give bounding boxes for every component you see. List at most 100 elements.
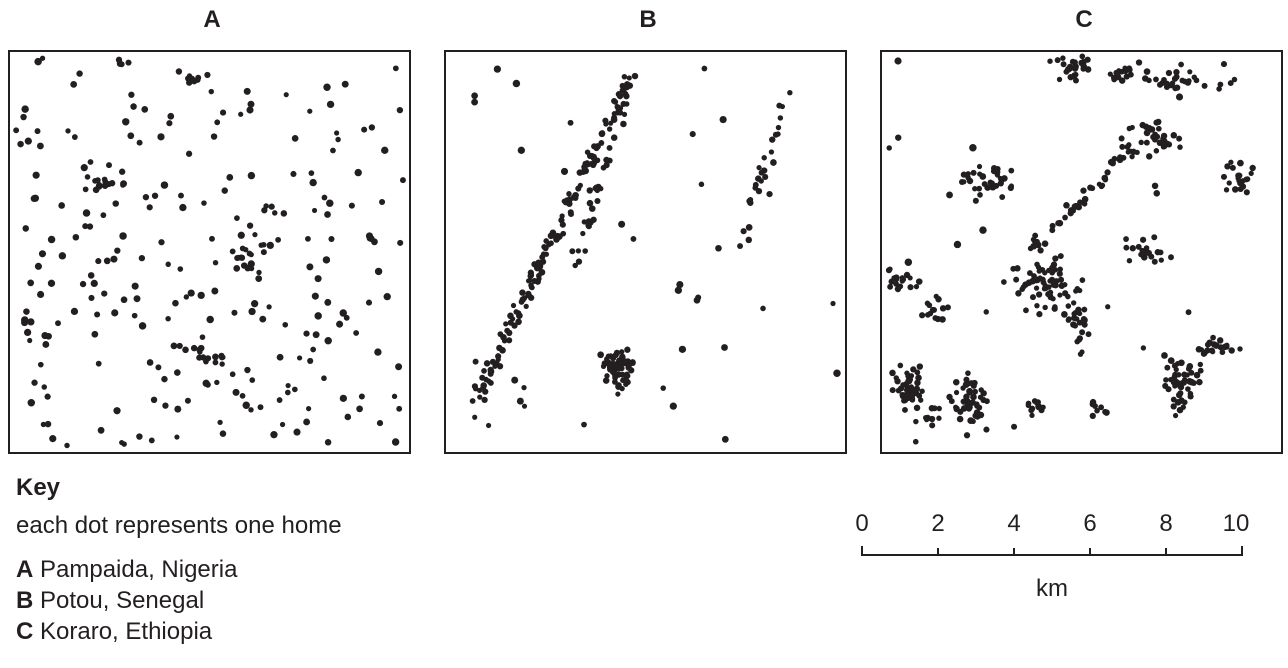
home-dot [678, 345, 687, 353]
home-dot [1053, 278, 1060, 285]
home-dot [183, 294, 190, 300]
home-dot [621, 73, 628, 80]
home-dot [626, 82, 634, 89]
home-dot [928, 404, 936, 412]
home-dot [528, 272, 535, 279]
home-dot [219, 109, 227, 116]
home-dot [400, 177, 406, 184]
home-dot [1026, 270, 1033, 277]
home-dot [535, 259, 542, 267]
home-dot [1037, 247, 1044, 254]
home-dot [572, 195, 579, 201]
home-dot [472, 386, 479, 392]
home-dot [1023, 307, 1029, 314]
home-dot [1064, 65, 1072, 73]
home-dot [631, 72, 639, 80]
home-dot [119, 439, 125, 446]
home-dot [165, 315, 171, 322]
home-dot [1169, 80, 1176, 87]
map-panel-b [444, 50, 847, 454]
home-dot [978, 387, 984, 393]
home-dot [602, 377, 610, 384]
home-dot [177, 266, 184, 272]
home-dot [760, 305, 766, 312]
home-dot [916, 392, 923, 399]
home-dot [496, 344, 503, 352]
home-dot [199, 334, 206, 340]
home-dot [1113, 69, 1120, 76]
home-dot [396, 405, 403, 412]
home-dot [617, 109, 624, 116]
home-dot [588, 160, 595, 167]
home-dot [621, 359, 629, 367]
home-dot [1153, 190, 1161, 197]
home-dot [1197, 367, 1204, 374]
home-dot [1224, 342, 1230, 348]
home-dot [13, 127, 20, 134]
home-dot [620, 120, 627, 128]
home-dot [1143, 139, 1150, 146]
home-dot [901, 396, 909, 404]
home-dot [196, 354, 203, 361]
home-dot [1074, 308, 1081, 315]
home-dot [1073, 288, 1079, 294]
home-dot [128, 91, 135, 98]
home-dot [1204, 347, 1211, 354]
home-dot [604, 373, 610, 379]
home-dot [263, 203, 269, 209]
home-dot [989, 180, 995, 187]
home-dot [101, 290, 108, 297]
home-dot [368, 124, 376, 131]
home-dot [86, 223, 94, 230]
home-dot [1172, 412, 1179, 419]
home-dot [248, 407, 254, 413]
home-dot [146, 359, 154, 366]
home-dot [512, 79, 521, 88]
home-dot [306, 263, 314, 271]
home-dot [365, 299, 373, 306]
home-dot [1123, 73, 1130, 80]
home-dot [1231, 76, 1238, 83]
home-dot [1098, 404, 1105, 411]
home-dot [211, 287, 219, 295]
home-dot [693, 296, 701, 304]
home-dot [243, 247, 249, 253]
home-dot [965, 370, 971, 376]
home-dot [391, 393, 398, 400]
home-dot [309, 178, 317, 187]
home-dot [276, 397, 283, 403]
home-dot [698, 181, 705, 188]
home-dot [1201, 82, 1208, 89]
home-dot [1056, 270, 1063, 277]
home-dot [953, 404, 959, 410]
home-dot [1163, 377, 1169, 383]
home-dot [489, 358, 497, 365]
home-dot [94, 177, 101, 184]
home-dot [607, 363, 615, 370]
home-dot [960, 385, 966, 391]
home-dot [361, 126, 368, 133]
home-dot [984, 184, 991, 191]
home-dot [122, 118, 130, 126]
home-dot [745, 236, 753, 244]
home-dot [1210, 334, 1216, 341]
home-dot [833, 369, 841, 378]
home-dot [536, 272, 542, 279]
home-dot [42, 341, 50, 348]
home-dot [1011, 423, 1018, 430]
home-dot [956, 415, 964, 423]
home-dot [471, 92, 478, 100]
home-dot [247, 100, 255, 108]
panel-label-b: B [639, 6, 657, 33]
home-dot [306, 406, 312, 412]
home-dot [558, 217, 565, 224]
home-dot [493, 65, 502, 73]
home-dot [469, 398, 476, 404]
home-dot [907, 275, 913, 281]
home-dot [23, 308, 30, 315]
home-dot [343, 314, 350, 321]
home-dot [70, 80, 78, 88]
home-dot [23, 328, 32, 337]
home-dot [151, 192, 159, 199]
home-dot [963, 432, 971, 439]
